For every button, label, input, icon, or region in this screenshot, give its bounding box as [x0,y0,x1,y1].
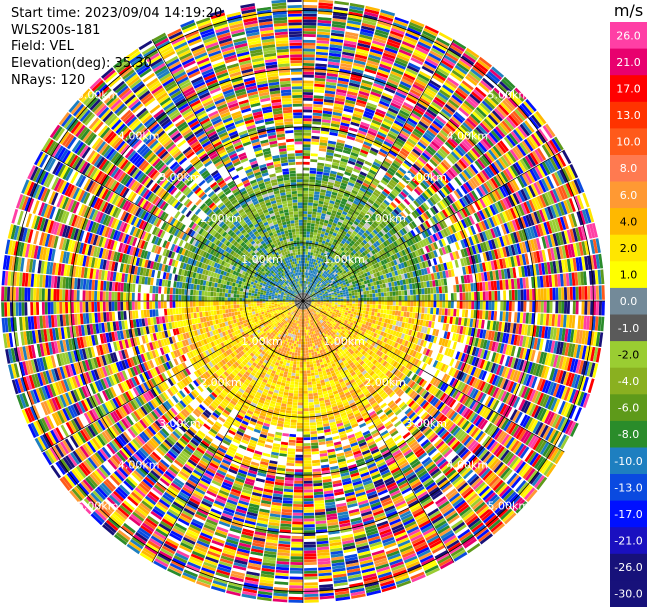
colorbar-tick-label: -17.0 [614,508,642,521]
colorbar-tick-label: -4.0 [618,375,639,388]
colorbar-tick-label: 10.0 [616,136,641,149]
range-ring-label: 1.00km [241,335,283,348]
colorbar-tick-label: -6.0 [618,402,639,415]
range-ring-label: 5.00km [488,89,530,102]
range-ring-label: 2.00km [364,212,406,225]
colorbar-tick-label: 26.0 [616,29,641,42]
start-time: Start time: 2023/09/04 14:19:20 [11,6,222,23]
range-ring-label: 1.00km [323,335,365,348]
range-ring-label: 5.00km [77,89,119,102]
range-ring-label: 3.00km [159,171,201,184]
colorbar-tick-label: -10.0 [614,455,642,468]
range-ring-label: 4.00km [118,130,160,143]
elevation: Elevation(deg): 35.30 [11,56,222,73]
range-ring-label: 4.00km [447,458,489,471]
colorbar-tick-label: -30.0 [614,588,642,601]
range-ring-label: 2.00km [200,376,242,389]
colorbar: m/s 26.0 21.0 17.0 13.0 10.0 8.0 6.0 4.0 2.0 1.0 0.… [610,0,647,607]
colorbar-tick-label: 4.0 [620,215,638,228]
colorbar-tick-label: 13.0 [616,109,641,122]
colorbar-tick-label: 2.0 [620,242,638,255]
colorbar-tick-label: 0.0 [620,295,638,308]
range-ring-label: 4.00km [118,458,160,471]
colorbar-tick-label: -26.0 [614,561,642,574]
range-ring-label: 3.00km [405,171,447,184]
range-ring-label: 5.00km [77,499,119,512]
range-ring-label: 4.00km [447,130,489,143]
colorbar-tick-label: -13.0 [614,481,642,494]
colorbar-title: m/s [614,1,643,20]
range-ring-label: 3.00km [159,417,201,430]
colorbar-tick-label: 17.0 [616,83,641,96]
colorbar-tick-label: 21.0 [616,56,641,69]
colorbar-tick-label: -8.0 [618,428,639,441]
range-ring-label: 1.00km [323,253,365,266]
site-name: WLS200s-181 [11,23,222,40]
colorbar-tick-label: -21.0 [614,535,642,548]
range-ring-label: 1.00km [241,253,283,266]
colorbar-tick-label: 6.0 [620,189,638,202]
range-ring-label: 3.00km [405,417,447,430]
colorbar-tick-label: -1.0 [618,322,639,335]
colorbar-tick-label: 8.0 [620,162,638,175]
range-ring-label: 2.00km [364,376,406,389]
range-ring-label: 5.00km [488,499,530,512]
colorbar-tick-label: -2.0 [618,348,639,361]
field-name: Field: VEL [11,39,222,56]
range-ring-label: 2.00km [200,212,242,225]
nrays: NRays: 120 [11,73,222,90]
colorbar-tick-label: 1.0 [620,269,638,282]
info-panel: Start time: 2023/09/04 14:19:20 WLS200s-… [11,6,222,90]
